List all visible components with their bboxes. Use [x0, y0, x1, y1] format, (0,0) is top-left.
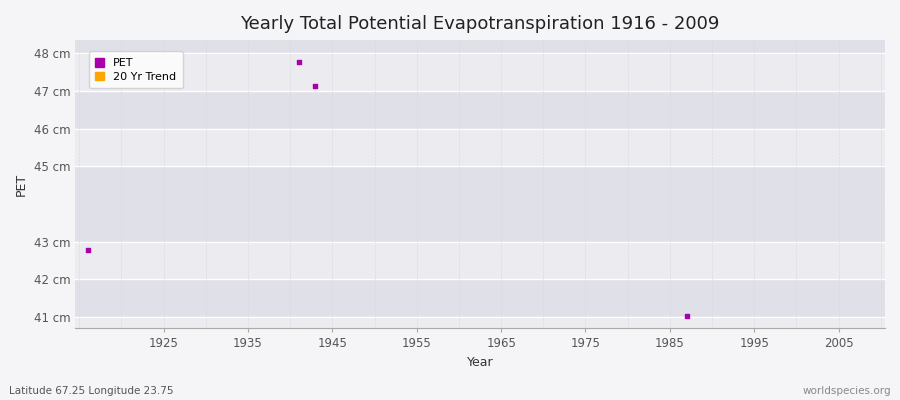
Bar — [75, 280, 885, 317]
Bar — [75, 53, 885, 91]
Bar — [75, 40, 885, 53]
Bar — [75, 91, 885, 129]
Point — [80, 247, 94, 253]
Bar — [75, 129, 885, 166]
Title: Yearly Total Potential Evapotranspiration 1916 - 2009: Yearly Total Potential Evapotranspiratio… — [240, 15, 720, 33]
Point — [680, 313, 694, 320]
Point — [292, 58, 306, 65]
Bar — [75, 242, 885, 280]
Bar — [75, 166, 885, 242]
X-axis label: Year: Year — [467, 356, 493, 369]
Bar — [75, 317, 885, 328]
Text: worldspecies.org: worldspecies.org — [803, 386, 891, 396]
Text: Latitude 67.25 Longitude 23.75: Latitude 67.25 Longitude 23.75 — [9, 386, 174, 396]
Y-axis label: PET: PET — [15, 173, 28, 196]
Point — [309, 83, 323, 90]
Legend: PET, 20 Yr Trend: PET, 20 Yr Trend — [89, 52, 183, 88]
